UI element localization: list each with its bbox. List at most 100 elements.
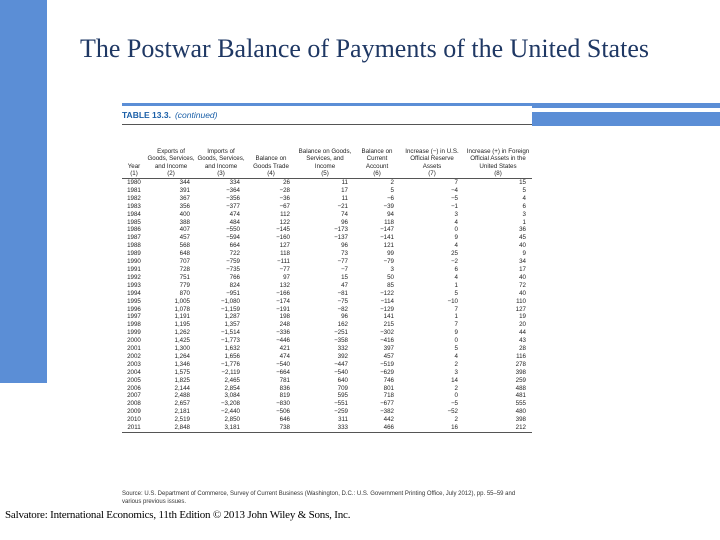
year-cell: 1983 xyxy=(127,202,141,210)
value-cell: −377 xyxy=(226,202,240,210)
value-cell: −129 xyxy=(380,305,394,313)
value-cell: 333 xyxy=(296,424,354,434)
value-cell: 474 xyxy=(279,352,290,360)
year-cell: 1984 xyxy=(127,210,141,218)
value-cell: −191 xyxy=(276,305,290,313)
value-cell: 442 xyxy=(383,416,394,424)
value-cell: 3 xyxy=(390,265,394,273)
column-header-label: Increase (+) in Foreign Official Assets … xyxy=(466,148,530,170)
value-cell: 3,181 xyxy=(196,424,246,434)
column-header-label: Increase (−) in U.S. Official Reserve As… xyxy=(405,148,459,170)
value-cell: −77 xyxy=(279,265,291,273)
value-cell: −302 xyxy=(380,329,394,337)
column-header-number: (7) xyxy=(428,169,436,177)
value-cell: 1 xyxy=(522,218,526,226)
value-cell: 141 xyxy=(383,313,394,321)
column-header: Balance on Goods Trade (4) xyxy=(246,127,296,179)
column-header-number: (4) xyxy=(267,169,275,177)
year-cell: 1994 xyxy=(127,289,141,297)
year-cell: 1997 xyxy=(127,313,141,321)
value-cell: 40 xyxy=(519,242,526,250)
table-body: 1980 344 334 26 11 2 7 15 1981 391 −364 −28 17 5 −4 5 19… xyxy=(122,179,532,434)
value-cell: 2,488 xyxy=(174,392,190,400)
value-cell: −2 xyxy=(450,258,458,266)
value-cell: 400 xyxy=(179,210,190,218)
value-cell: 2,181 xyxy=(174,408,190,416)
year-cell: 2010 xyxy=(127,416,141,424)
value-cell: 1,357 xyxy=(224,321,240,329)
value-cell: 26 xyxy=(283,179,290,186)
value-cell: −111 xyxy=(276,258,290,266)
year-cell: 1998 xyxy=(127,321,141,329)
value-cell: −594 xyxy=(226,234,240,242)
table-row: 2007 2,488 3,084 819 595 718 0 481 xyxy=(122,392,532,400)
table-sublabel: (continued) xyxy=(174,110,218,120)
year-cell: 2008 xyxy=(127,400,141,408)
value-cell: 1,825 xyxy=(174,376,190,384)
value-cell: 2,854 xyxy=(224,384,240,392)
year-cell: 1980 xyxy=(127,179,141,186)
value-cell: −3,208 xyxy=(220,400,240,408)
value-cell: 72 xyxy=(519,281,526,289)
value-cell: −664 xyxy=(276,368,290,376)
value-cell: −82 xyxy=(337,305,349,313)
table-row: 1998 1,195 1,357 248 162 215 7 20 xyxy=(122,321,532,329)
year-cell: 1991 xyxy=(127,265,141,273)
table-row: 1997 1,191 1,287 198 96 141 1 19 xyxy=(122,313,532,321)
value-cell: 3,084 xyxy=(224,392,240,400)
column-header-number: (6) xyxy=(373,169,381,177)
value-cell: −173 xyxy=(334,226,348,234)
value-cell: 397 xyxy=(383,345,394,353)
table-row: 2002 1,264 1,656 474 392 457 4 116 xyxy=(122,353,532,361)
value-cell: −1,776 xyxy=(220,360,240,368)
column-header: Balance on Goods, Services, and Income (5… xyxy=(296,127,354,179)
value-cell: 334 xyxy=(229,179,240,186)
table-row: 1999 1,262 −1,514 −336 −251 −302 9 44 xyxy=(122,329,532,337)
value-cell: 5 xyxy=(390,186,394,194)
value-cell: −81 xyxy=(337,289,349,297)
table-row: 1981 391 −364 −28 17 5 −4 5 xyxy=(122,187,532,195)
column-header: Imports of Goods, Services, and Income (3… xyxy=(196,127,246,179)
value-cell: 6 xyxy=(454,265,458,273)
value-cell: −166 xyxy=(276,289,290,297)
value-cell: −39 xyxy=(383,202,395,210)
value-cell: 14 xyxy=(451,376,458,384)
value-cell: 466 xyxy=(354,424,400,434)
value-cell: 648 xyxy=(179,250,190,258)
rule-gap xyxy=(47,103,122,108)
table-row: 2008 2,657 −3,208 −830 −551 −677 −5 555 xyxy=(122,400,532,408)
value-cell: −174 xyxy=(276,297,290,305)
table-row: 1990 707 −759 −111 −77 −79 −2 34 xyxy=(122,258,532,266)
value-cell: 7 xyxy=(454,321,458,329)
year-cell: 1981 xyxy=(127,186,141,194)
table-row: 1987 457 −594 −160 −137 −141 9 45 xyxy=(122,234,532,242)
year-cell: 2007 xyxy=(127,392,141,400)
year-cell: 1993 xyxy=(127,281,141,289)
table-row: 2000 1,425 −1,773 −446 −358 −416 0 43 xyxy=(122,337,532,345)
table-row: 1986 407 −550 −145 −173 −147 0 36 xyxy=(122,226,532,234)
value-cell: 1,632 xyxy=(224,345,240,353)
table-row: 1994 870 −951 −166 −81 −122 5 40 xyxy=(122,290,532,298)
year-cell: 1990 xyxy=(127,258,141,266)
value-cell: −735 xyxy=(226,265,240,273)
value-cell: 2,144 xyxy=(174,384,190,392)
value-cell: 40 xyxy=(519,289,526,297)
value-cell: 709 xyxy=(337,384,348,392)
value-cell: −52 xyxy=(447,408,459,416)
value-cell: 1,005 xyxy=(174,297,190,305)
value-cell: 4 xyxy=(454,218,458,226)
value-cell: 28 xyxy=(519,345,526,353)
value-cell: 5 xyxy=(454,345,458,353)
value-cell: 801 xyxy=(383,384,394,392)
value-cell: 4 xyxy=(454,273,458,281)
value-cell: 17 xyxy=(519,265,526,273)
value-cell: −114 xyxy=(380,297,394,305)
value-cell: 99 xyxy=(387,250,394,258)
table-figure: TABLE 13.3. (continued) Year (1) Exports of… xyxy=(122,106,532,505)
year-cell: 1986 xyxy=(127,226,141,234)
value-cell: −4 xyxy=(450,186,458,194)
value-cell: 20 xyxy=(519,321,526,329)
value-cell: −759 xyxy=(226,258,240,266)
table-row: 1983 356 −377 −67 −21 −39 −1 6 xyxy=(122,203,532,211)
value-cell: 15 xyxy=(341,273,348,281)
